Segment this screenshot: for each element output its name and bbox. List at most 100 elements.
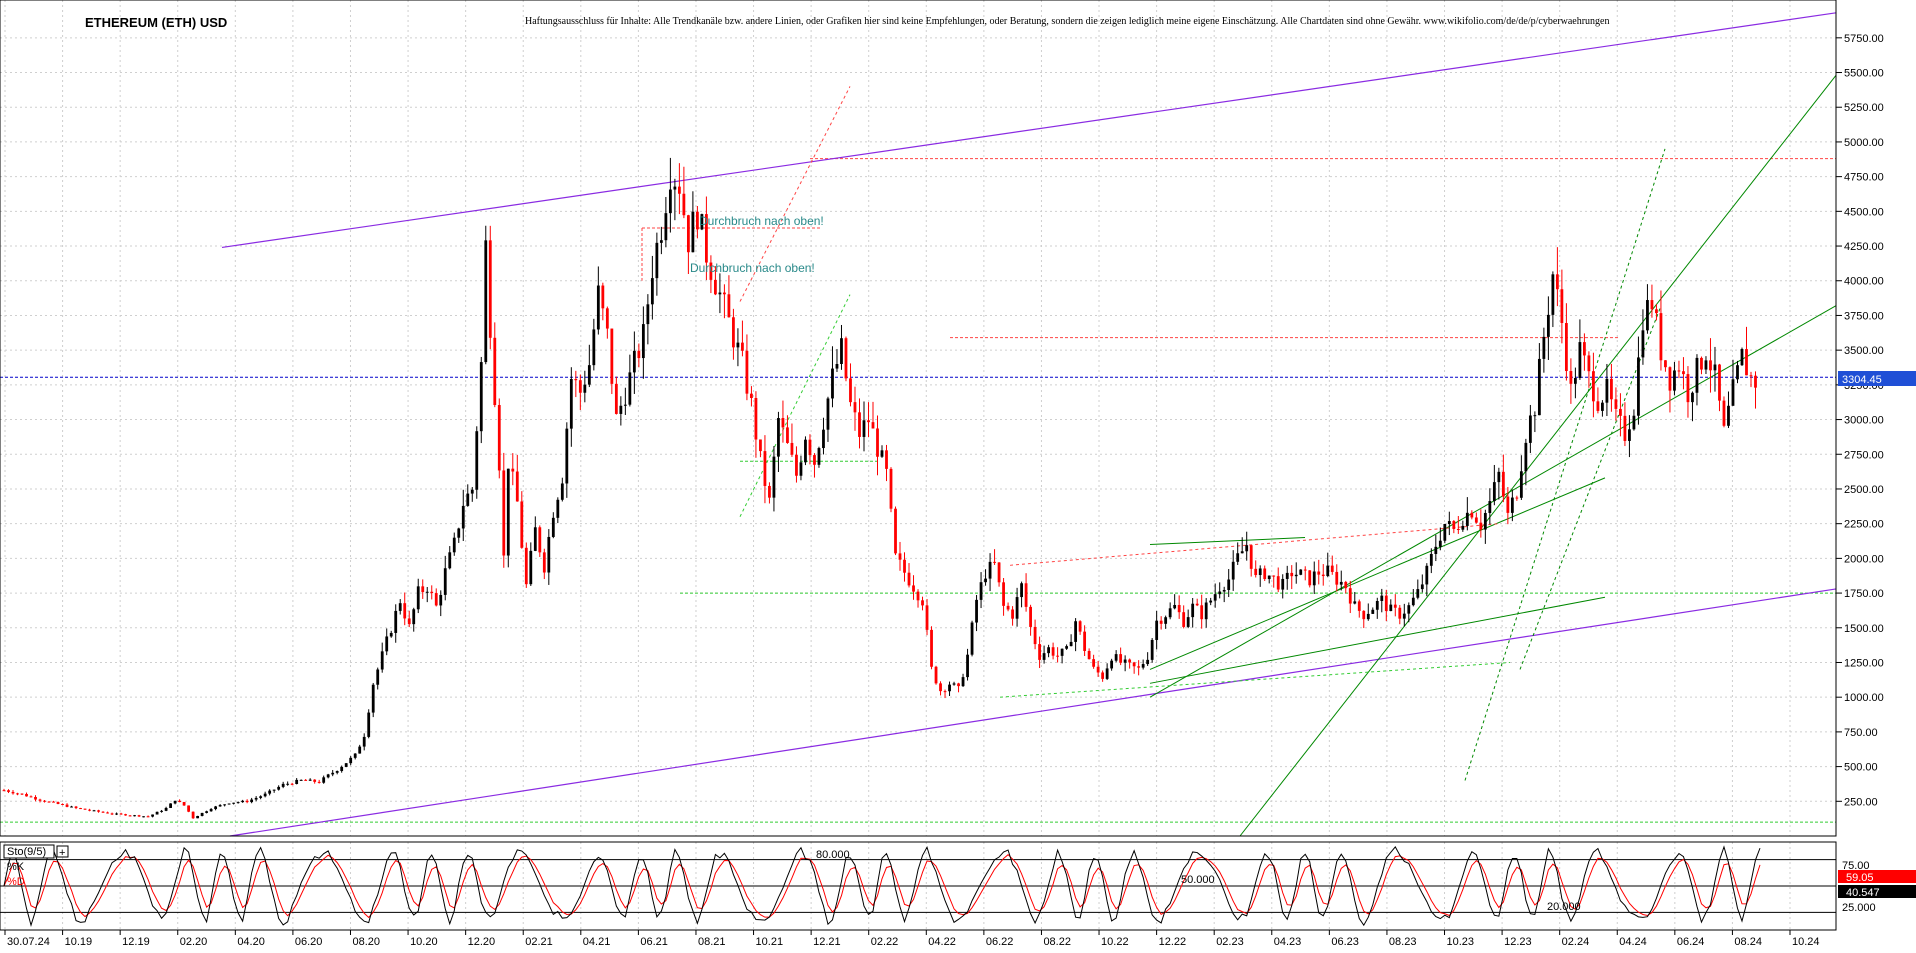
x-tick-label: 06.22: [986, 936, 1014, 948]
green-trend-bottom: [1149, 596, 1606, 684]
candle-body: [290, 783, 294, 785]
candle-body: [1380, 595, 1384, 601]
candle-body: [1375, 600, 1379, 610]
candle-body: [1240, 551, 1244, 554]
candle-body: [146, 816, 150, 818]
annotation-breakout-1: Durchbruch nach oben!: [699, 214, 824, 228]
candle-body: [1470, 512, 1474, 518]
candle-body: [997, 562, 1001, 583]
candle-body: [1092, 659, 1096, 667]
candle-body: [1038, 644, 1041, 660]
candle-body: [714, 279, 717, 295]
candle-body: [1434, 546, 1438, 554]
x-tick-label: 12.20: [468, 936, 496, 948]
candle-body: [1083, 631, 1087, 651]
candle-body: [885, 450, 888, 469]
candle-body: [254, 797, 258, 800]
candle-body: [876, 428, 879, 457]
candle-body: [227, 803, 231, 805]
candle-body: [772, 456, 776, 498]
candle-body: [641, 324, 645, 359]
x-tick-label: 10.20: [410, 936, 438, 948]
candle-body: [133, 815, 136, 817]
candle-body: [101, 811, 105, 813]
candle-body: [1033, 626, 1037, 645]
candle-body: [1317, 571, 1321, 575]
candle-body: [412, 609, 416, 625]
candle-body: [1227, 579, 1231, 590]
candle-body: [1123, 659, 1127, 663]
candle-body: [1168, 608, 1172, 618]
candle-body: [948, 684, 951, 692]
candle-body: [1042, 653, 1046, 660]
candle-body: [79, 808, 82, 810]
candle-body: [759, 439, 762, 452]
y-tick-label: 250.00: [1844, 796, 1878, 808]
candle-body: [745, 350, 749, 394]
candle-body: [1592, 371, 1595, 402]
candle-body: [1155, 620, 1159, 640]
green-dotted-steep: [1464, 148, 1666, 781]
candle-body: [1245, 545, 1249, 552]
candle-body: [1272, 575, 1276, 577]
candle-body: [25, 793, 28, 797]
y-tick-label: 500.00: [1844, 762, 1878, 774]
candle-body: [439, 594, 443, 606]
candle-body: [659, 240, 663, 243]
y-tick-label: 5250.00: [1844, 102, 1884, 114]
candle-body: [1668, 367, 1672, 391]
x-tick-label: 06.24: [1677, 936, 1705, 948]
indicator-name: Sto(9/5): [7, 846, 46, 858]
candle-body: [196, 815, 200, 819]
indicator-add-button[interactable]: [56, 845, 69, 858]
candle-body: [155, 811, 159, 815]
candle-body: [1078, 621, 1082, 632]
candle-body: [115, 813, 118, 815]
candle-body: [1326, 565, 1330, 577]
candle-body: [993, 561, 996, 563]
candle-body: [1501, 471, 1505, 497]
candle-body: [1159, 620, 1163, 624]
candle-body: [1623, 415, 1627, 441]
candle-body: [16, 793, 19, 795]
candle-body: [502, 470, 506, 556]
candle-body: [750, 393, 753, 399]
x-tick-label: 10.23: [1447, 936, 1475, 948]
candle-body: [1407, 605, 1411, 614]
stoch-d-line: [3, 854, 1761, 919]
candle-body: [1389, 604, 1393, 612]
candle-body: [1497, 471, 1501, 483]
level-50-label: 50.000: [1181, 874, 1215, 886]
candle-body: [862, 420, 866, 437]
y-tick-label: 1500.00: [1844, 623, 1884, 635]
candle-body: [1209, 600, 1213, 603]
candle-body: [822, 429, 825, 449]
candle-body: [1438, 540, 1442, 547]
candle-body: [849, 378, 852, 403]
candle-body: [1146, 659, 1150, 665]
candle-body: [741, 342, 744, 351]
candle-body: [700, 214, 704, 230]
candle-body: [1402, 613, 1406, 619]
candle-body: [47, 801, 51, 803]
candle-body: [1605, 378, 1609, 403]
candle-body: [178, 800, 181, 803]
candle-body: [187, 805, 191, 812]
candle-body: [1218, 591, 1222, 595]
candle-body: [1551, 274, 1555, 315]
candle-body: [1294, 574, 1298, 577]
candle-body: [853, 402, 857, 413]
candle-body: [1736, 365, 1739, 380]
y-tick-label: 4750.00: [1844, 172, 1884, 184]
candle-body: [272, 789, 276, 791]
candle-body: [416, 586, 420, 610]
candle-body: [1425, 565, 1429, 585]
x-tick-label: 12.23: [1504, 936, 1532, 948]
x-tick-label: 06.21: [640, 936, 668, 948]
candle-body: [1366, 613, 1370, 620]
k-value-tag-bg: [1838, 885, 1916, 898]
x-axis-ticks: 30.07.24 10.19 12.19 02.20 04.20 06.20 08.20 10…: [4, 930, 1820, 948]
candle-body: [304, 779, 308, 781]
candle-body: [1204, 602, 1208, 620]
